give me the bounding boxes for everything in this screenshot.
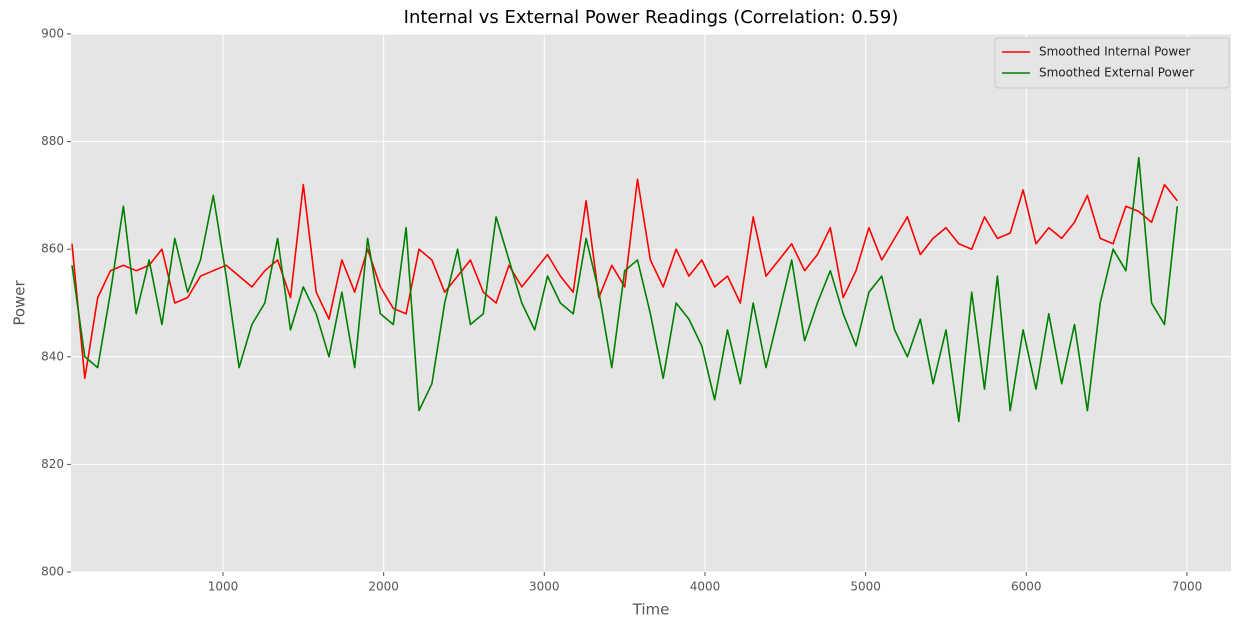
x-tick-label: 1000 xyxy=(208,580,239,594)
x-tick-label: 3000 xyxy=(529,580,560,594)
legend-label: Smoothed Internal Power xyxy=(1039,45,1191,59)
plot-area xyxy=(71,34,1231,572)
x-tick-label: 6000 xyxy=(1011,580,1042,594)
y-axis-label: Power xyxy=(11,279,29,325)
data-line xyxy=(71,156,1179,423)
y-tick-label: 900 xyxy=(41,27,64,41)
x-tick-label: 7000 xyxy=(1172,580,1203,594)
x-tick-label: 5000 xyxy=(850,580,881,594)
y-tick-label: 840 xyxy=(41,349,64,363)
y-tick-label: 800 xyxy=(41,565,64,579)
y-tick-label: 860 xyxy=(41,242,64,256)
x-axis-label: Time xyxy=(632,601,670,619)
data-line xyxy=(71,178,1178,380)
chart-title: Internal vs External Power Readings (Cor… xyxy=(404,7,899,28)
legend-label: Smoothed External Power xyxy=(1039,66,1194,80)
legend: Smoothed Internal Power Smoothed External… xyxy=(994,37,1230,89)
x-tick-label: 2000 xyxy=(368,580,399,594)
x-tick-label: 4000 xyxy=(690,580,721,594)
legend-box xyxy=(994,37,1230,89)
y-tick-label: 820 xyxy=(41,457,64,471)
y-tick-label: 880 xyxy=(41,134,64,148)
